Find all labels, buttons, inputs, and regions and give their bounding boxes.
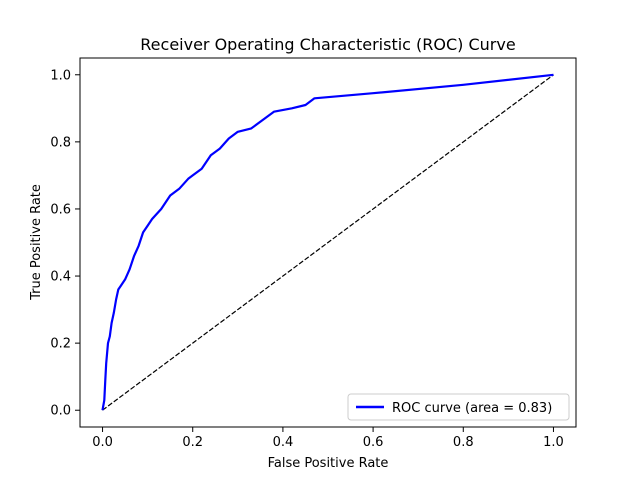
chance-diagonal-line bbox=[102, 74, 554, 411]
y-tick-label: 0.6 bbox=[50, 202, 71, 217]
chart-title: Receiver Operating Characteristic (ROC) … bbox=[140, 35, 515, 54]
plot-area bbox=[101, 73, 554, 411]
y-axis-label: True Positive Rate bbox=[29, 184, 44, 301]
x-tick-label: 0.4 bbox=[273, 435, 294, 450]
legend: ROC curve (area = 0.83) bbox=[347, 393, 570, 421]
x-axis-ticks: 0.0 0.2 0.4 0.6 0.8 1.0 bbox=[92, 427, 564, 450]
roc-curve-line bbox=[101, 73, 554, 411]
x-tick-label: 0.2 bbox=[182, 435, 203, 450]
legend-label-roc: ROC curve (area = 0.83) bbox=[392, 401, 552, 416]
x-tick-label: 0.0 bbox=[92, 435, 113, 450]
x-tick-label: 0.8 bbox=[453, 435, 474, 450]
axes-frame bbox=[79, 57, 577, 428]
legend-box bbox=[347, 393, 570, 421]
y-tick-label: 1.0 bbox=[50, 68, 71, 83]
y-tick-label: 0.4 bbox=[50, 270, 71, 285]
x-axis-label: False Positive Rate bbox=[268, 456, 389, 471]
y-tick-label: 0.2 bbox=[50, 337, 71, 352]
y-tick-label: 0.8 bbox=[50, 135, 71, 150]
y-axis-ticks: 0.0 0.2 0.4 0.6 0.8 1.0 bbox=[50, 68, 80, 419]
y-tick-label: 0.0 bbox=[50, 404, 71, 419]
x-tick-label: 0.6 bbox=[363, 435, 384, 450]
x-tick-label: 1.0 bbox=[543, 435, 564, 450]
